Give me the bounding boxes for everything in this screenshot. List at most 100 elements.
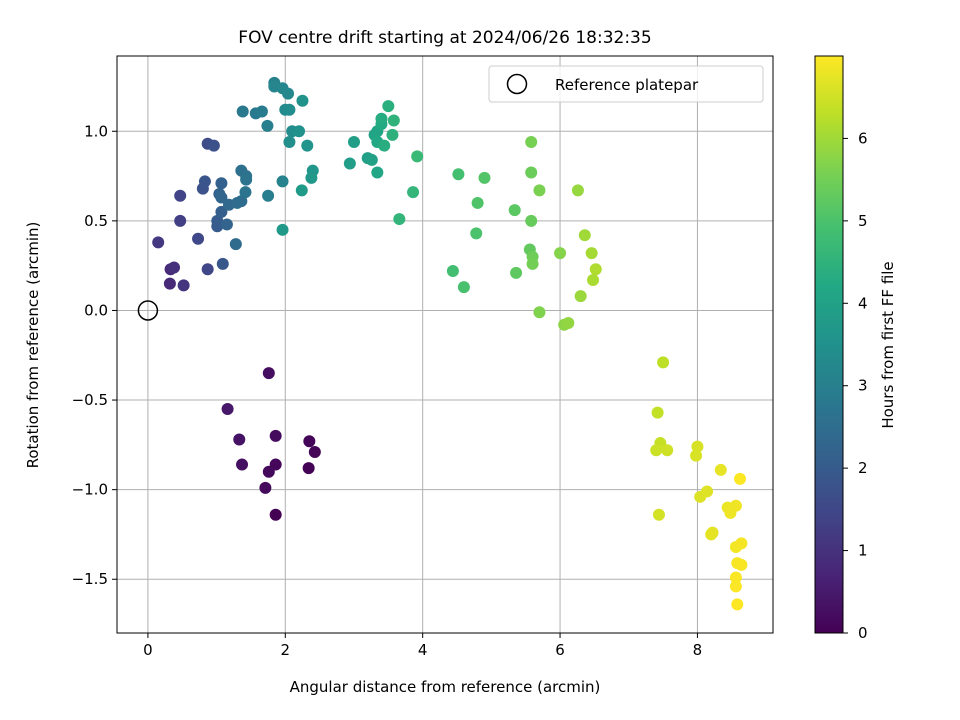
data-point — [574, 290, 587, 303]
data-point — [296, 94, 309, 107]
data-point — [301, 139, 314, 152]
data-point — [652, 508, 665, 521]
data-point — [387, 114, 400, 127]
data-point — [525, 214, 538, 227]
data-point — [393, 213, 406, 226]
x-tick-label: 6 — [555, 641, 565, 659]
colorbar-gradient — [814, 55, 844, 634]
y-tick-label: 1.0 — [84, 122, 108, 140]
data-point — [661, 444, 674, 457]
data-point — [589, 263, 602, 276]
y-tick-label: −1.0 — [72, 481, 108, 499]
data-point — [261, 119, 274, 132]
data-point — [587, 273, 600, 286]
data-point — [578, 229, 591, 242]
data-point — [215, 205, 228, 218]
y-tick-label: 0.5 — [84, 212, 108, 230]
data-point — [729, 499, 742, 512]
y-axis-label: Rotation from reference (arcmin) — [24, 222, 42, 469]
data-point — [533, 306, 546, 319]
y-tick-label: −0.5 — [72, 391, 108, 409]
y-axis-ticks: −1.5 −1.0 −0.5 0.0 0.5 1.0 — [72, 122, 117, 588]
data-point — [714, 463, 727, 476]
gridlines — [117, 56, 773, 633]
data-point — [407, 186, 420, 199]
data-point — [220, 218, 233, 231]
data-point — [585, 247, 598, 260]
data-point — [731, 598, 744, 611]
data-point — [691, 440, 704, 453]
data-point — [192, 232, 205, 245]
data-point — [293, 125, 306, 138]
y-tick-label: −1.5 — [72, 570, 108, 588]
data-point — [382, 100, 395, 113]
data-point — [174, 189, 187, 202]
data-point — [168, 261, 181, 274]
data-point — [533, 184, 546, 197]
data-point — [375, 112, 388, 125]
data-point — [510, 266, 523, 279]
colorbar-tick-label: 2 — [858, 459, 868, 477]
data-point — [305, 171, 318, 184]
data-point — [235, 195, 248, 208]
plot-frame — [116, 55, 774, 634]
data-point — [347, 136, 360, 149]
data-point — [378, 139, 391, 152]
data-point — [211, 214, 224, 227]
colorbar-tick-label: 4 — [858, 294, 868, 312]
data-point — [701, 485, 714, 498]
legend: Reference platepar — [488, 65, 764, 103]
legend-box — [488, 65, 764, 103]
data-point — [525, 166, 538, 179]
data-point — [554, 247, 567, 260]
x-tick-label: 2 — [281, 641, 291, 659]
data-point — [269, 429, 282, 442]
data-point — [233, 433, 246, 446]
data-point — [259, 481, 272, 494]
x-tick-label: 4 — [418, 641, 428, 659]
colorbar-tick-label: 3 — [858, 377, 868, 395]
data-point — [302, 462, 315, 475]
data-point — [152, 236, 165, 249]
data-point — [255, 105, 268, 118]
data-point — [571, 184, 584, 197]
data-point — [470, 227, 483, 240]
data-point — [729, 580, 742, 593]
data-point — [239, 186, 252, 199]
data-point — [446, 265, 459, 278]
data-point — [303, 435, 316, 448]
data-point — [276, 223, 289, 236]
x-tick-label: 8 — [693, 641, 703, 659]
colorbar-ticks: 0 1 2 3 4 5 6 — [843, 129, 868, 642]
colorbar-tick-label: 5 — [858, 212, 868, 230]
data-point — [371, 166, 384, 179]
data-point — [734, 472, 747, 485]
data-point — [651, 406, 664, 419]
data-point — [207, 139, 220, 152]
data-point — [562, 316, 575, 329]
y-tick-label: 0.0 — [84, 301, 108, 319]
data-point — [215, 191, 228, 204]
colorbar-tick-label: 6 — [858, 129, 868, 147]
x-axis-label: Angular distance from reference (arcmin) — [290, 678, 601, 696]
data-point — [525, 136, 538, 149]
data-point — [174, 214, 187, 227]
data-point — [262, 189, 275, 202]
data-point — [343, 157, 356, 170]
colorbar-tick-label: 0 — [858, 624, 868, 642]
x-axis-ticks: 0 2 4 6 8 — [143, 633, 702, 659]
data-point — [295, 184, 308, 197]
data-point — [526, 257, 539, 270]
data-point — [452, 168, 465, 181]
data-point — [729, 571, 742, 584]
x-tick-label: 0 — [143, 641, 153, 659]
data-point — [198, 175, 211, 188]
reference-platepar-marker — [137, 300, 159, 321]
data-point — [690, 449, 703, 462]
data-point — [177, 279, 190, 292]
data-point — [236, 458, 249, 471]
colorbar-label: Hours from first FF file — [879, 261, 897, 428]
data-point — [269, 508, 282, 521]
data-point — [411, 150, 424, 163]
